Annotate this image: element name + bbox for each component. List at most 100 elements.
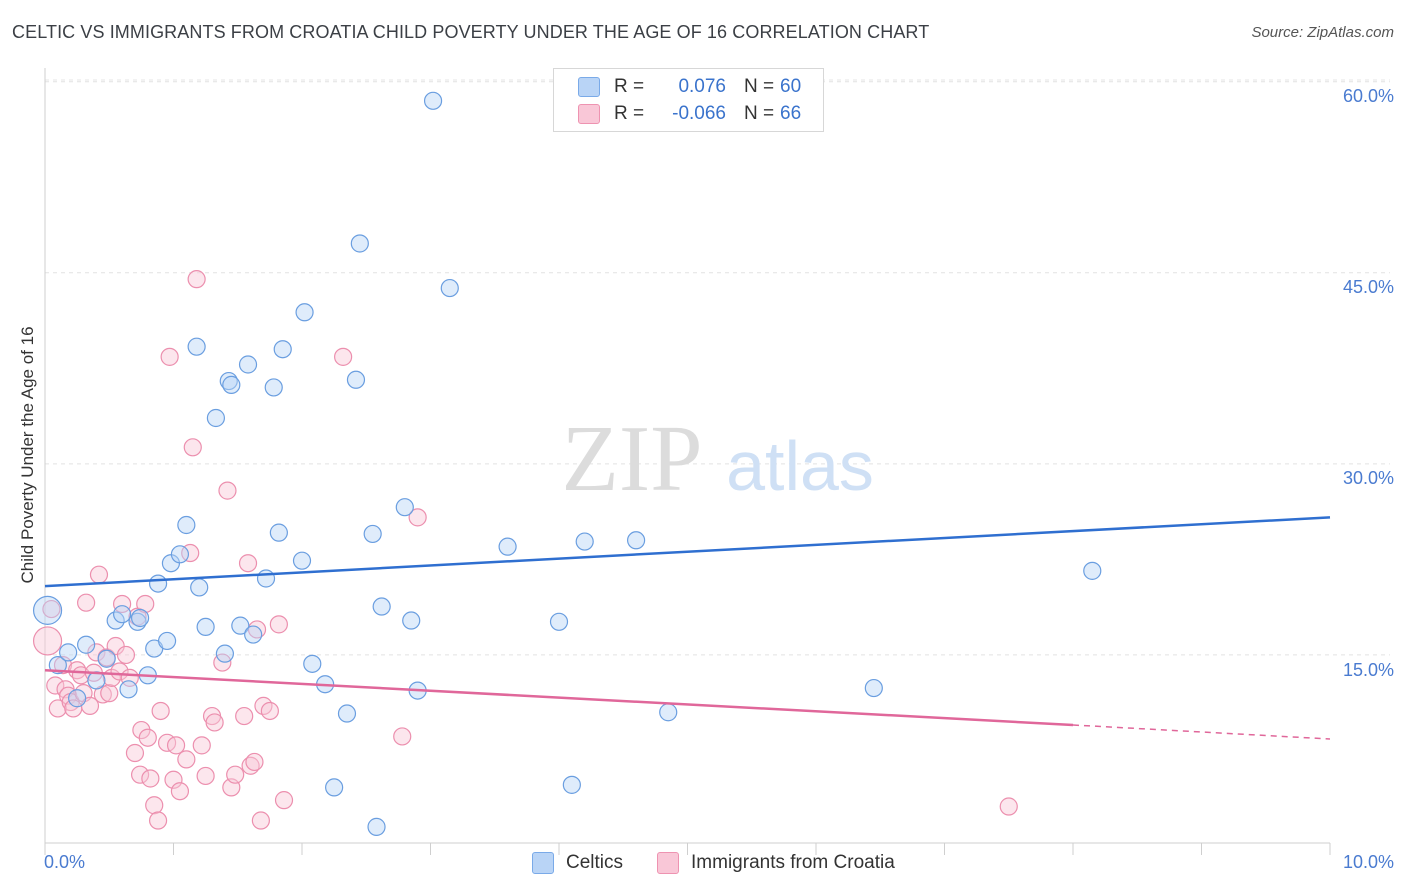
croatia-point (42, 599, 61, 619)
watermark: ZIP atlas (562, 407, 874, 511)
correlation-legend: R = 0.076 N = 60 R = -0.066 N = 66 (553, 68, 824, 132)
celtics-point (549, 612, 569, 631)
celtics-point (423, 91, 443, 110)
croatia-swatch (578, 104, 600, 124)
celtics-point (170, 545, 190, 564)
croatia-point (408, 508, 427, 527)
watermark-zip: ZIP (562, 407, 703, 511)
celtics-point (244, 625, 263, 644)
croatia-trend-line (44, 668, 1074, 727)
croatia-point (245, 752, 264, 772)
croatia-point (32, 626, 63, 656)
celtics-point (97, 649, 116, 668)
croatia-point (77, 593, 96, 612)
celtics-swatch (578, 77, 600, 97)
celtics-point (196, 617, 215, 637)
source-credit: Source: ZipAtlas.com (1251, 24, 1394, 41)
celtics-point (562, 775, 581, 794)
celtics-point (264, 378, 283, 397)
croatia-point (274, 791, 294, 810)
celtics-point (402, 611, 421, 630)
croatia-swatch (657, 852, 680, 874)
croatia-point (192, 736, 211, 755)
croatia-point (251, 811, 270, 830)
celtics-swatch (532, 852, 554, 874)
y-axis-label: Child Poverty Under the Age of 16 (18, 326, 37, 584)
n-value: 60 (780, 76, 802, 97)
croatia-point (187, 270, 206, 289)
croatia-point (170, 782, 190, 801)
celtics-point (206, 408, 226, 428)
r-label: R = (614, 103, 645, 124)
croatia-point (166, 736, 186, 755)
croatia-point (269, 615, 288, 634)
croatia-point (183, 438, 202, 457)
r-label: R = (614, 76, 645, 97)
celtics-point (325, 778, 344, 797)
celtics-point (1083, 561, 1102, 580)
celtics-point (157, 631, 177, 651)
r-value: -0.066 (672, 103, 726, 124)
celtics-point (303, 654, 322, 673)
croatia-point (218, 481, 237, 500)
watermark-atlas: atlas (726, 427, 874, 505)
croatia-trend-extension (1072, 724, 1331, 740)
celtics-point (187, 337, 206, 356)
trend-lines (44, 516, 1331, 740)
celtics-point (222, 375, 241, 394)
celtics-point (498, 537, 517, 556)
chart-title: CELTIC VS IMMIGRANTS FROM CROATIA CHILD … (12, 22, 930, 42)
celtics-point (363, 524, 382, 544)
celtics-point (238, 355, 258, 374)
legend-label-croatia: Immigrants from Croatia (691, 852, 895, 873)
legend-label-celtics: Celtics (566, 852, 624, 873)
axes (44, 68, 1331, 855)
croatia-point (112, 594, 132, 614)
celtics-point (395, 498, 414, 517)
croatia-point (164, 770, 183, 789)
croatia-point (160, 347, 179, 366)
celtics-point (575, 532, 594, 551)
croatia-point (177, 750, 196, 769)
celtics-point (273, 340, 292, 359)
croatia-point (125, 743, 145, 763)
y-tick-label: 45.0% (1342, 277, 1394, 297)
celtics-point (215, 644, 234, 663)
celtics-point (148, 574, 168, 593)
x-tick-label: 10.0% (1342, 852, 1394, 872)
croatia-point (196, 766, 215, 786)
n-label: N = (744, 103, 775, 124)
celtics-point (367, 817, 386, 836)
celtics-point (337, 704, 357, 723)
croatia-point (130, 765, 150, 784)
r-value: 0.076 (678, 76, 726, 97)
croatia-point (141, 769, 160, 788)
croatia-point (151, 701, 170, 721)
celtics-trend-line (44, 516, 1331, 588)
croatia-point (116, 645, 136, 665)
croatia-point (999, 797, 1018, 816)
croatia-point (145, 796, 164, 815)
celtics-point (130, 608, 150, 628)
croatia-point (46, 676, 65, 695)
croatia-point (110, 662, 129, 681)
celtics-point (59, 643, 78, 662)
celtics-point (440, 278, 459, 298)
croatia-point (334, 347, 353, 366)
celtics-point (269, 523, 288, 542)
croatia-point (138, 728, 157, 747)
croatia-point (100, 684, 119, 703)
celtics-point (350, 234, 369, 253)
croatia-point (238, 554, 258, 573)
legend-row-celtics: R = 0.076 N = 60 (578, 74, 819, 100)
celtics-point (112, 605, 132, 624)
croatia-point (393, 727, 412, 746)
celtics-point (864, 678, 883, 698)
celtics-point (68, 689, 87, 708)
croatia-point (87, 643, 106, 662)
croatia-point (148, 811, 168, 830)
celtics-point (177, 515, 196, 535)
series-legend: Celtics Immigrants from Croatia (532, 852, 929, 874)
legend-item-croatia: Immigrants from Croatia (657, 852, 895, 874)
